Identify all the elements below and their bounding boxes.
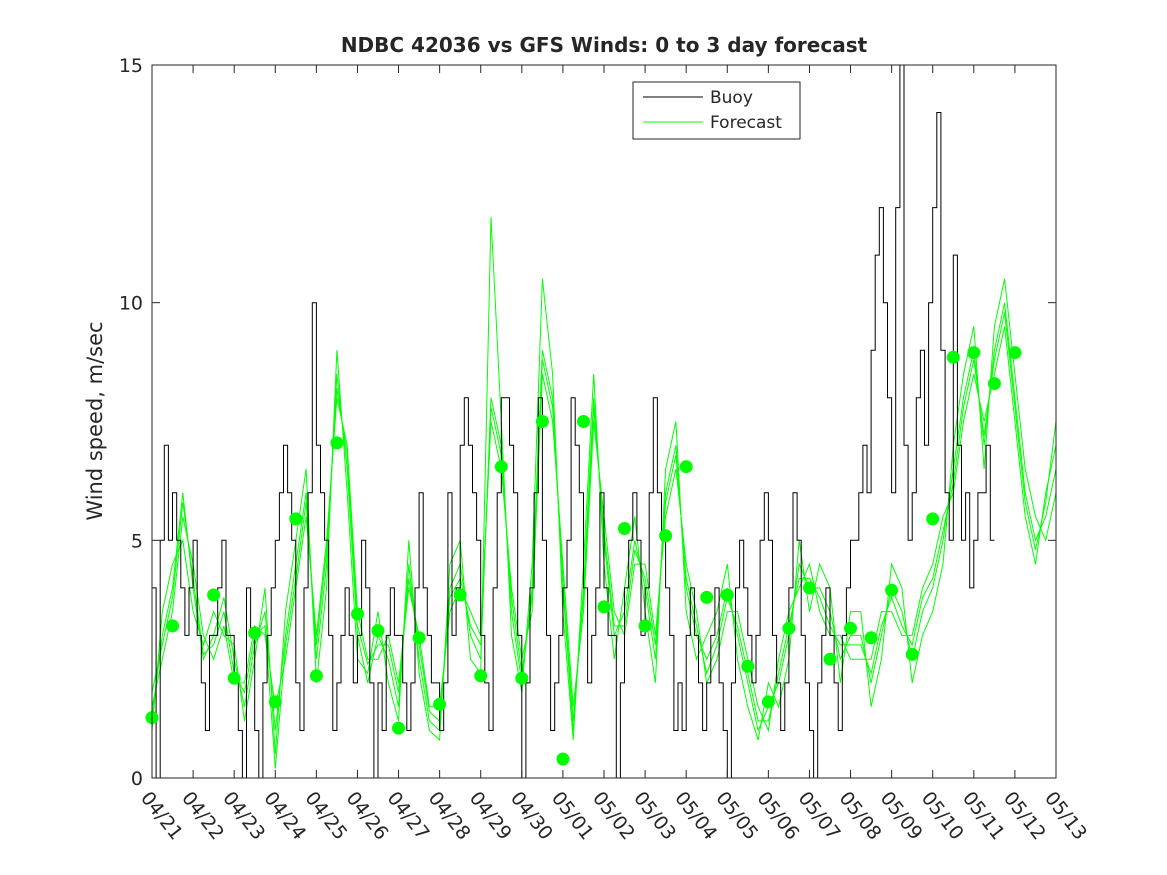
- forecast-marker: [720, 588, 734, 602]
- forecast-marker: [166, 619, 179, 633]
- forecast-marker: [700, 590, 714, 604]
- legend: Buoy Forecast: [632, 81, 801, 140]
- forecast-marker: [967, 346, 981, 360]
- y-axis-label: Wind speed, m/sec: [83, 321, 107, 520]
- forecast-marker: [535, 415, 549, 428]
- forecast-marker: [741, 659, 755, 673]
- x-tick-label: 04/25: [300, 788, 351, 845]
- forecast-marker: [638, 619, 652, 633]
- forecast-marker: [433, 697, 447, 711]
- forecast-marker: [803, 581, 816, 595]
- x-tick-label: 05/08: [835, 788, 886, 845]
- x-tick-label: 05/01: [547, 788, 598, 845]
- x-tick-label: 04/28: [424, 788, 475, 845]
- plot-background: [152, 65, 1056, 778]
- forecast-marker: [577, 415, 590, 428]
- forecast-marker: [659, 529, 673, 543]
- x-tick-label: 04/29: [465, 788, 516, 845]
- forecast-marker: [248, 626, 262, 640]
- y-tick-label: 0: [131, 768, 143, 790]
- series-layer: [151, 64, 1057, 779]
- forecast-marker: [556, 752, 570, 766]
- forecast-marker: [926, 512, 940, 526]
- forecast-marker: [371, 624, 385, 638]
- forecast-marker: [330, 436, 344, 450]
- x-tick-label: 05/02: [588, 788, 639, 845]
- y-axis: 0 5 10 15: [119, 55, 1056, 790]
- y-tick-label: 15: [119, 55, 143, 77]
- y-tick-label: 5: [131, 530, 143, 552]
- forecast-marker: [761, 695, 775, 709]
- x-tick-label: 05/05: [711, 788, 762, 845]
- x-tick-label: 05/09: [876, 788, 927, 845]
- forecast-marker: [618, 522, 631, 535]
- legend-label-forecast: Forecast: [710, 113, 782, 133]
- forecast-marker: [494, 460, 508, 474]
- x-tick-label: 05/04: [670, 788, 721, 845]
- forecast-marker: [351, 607, 364, 621]
- forecast-marker: [987, 377, 1001, 390]
- forecast-marker: [515, 671, 529, 685]
- forecast-marker: [268, 695, 282, 709]
- chart-title: NDBC 42036 vs GFS Winds: 0 to 3 day fore…: [341, 33, 868, 57]
- x-tick-label: 05/06: [752, 788, 803, 845]
- forecast-marker: [946, 350, 960, 364]
- forecast-marker: [207, 588, 221, 602]
- forecast-marker: [1008, 346, 1022, 360]
- legend-label-buoy: Buoy: [710, 88, 753, 108]
- x-tick-label: 04/30: [506, 788, 557, 845]
- x-tick-label: 05/03: [629, 788, 680, 845]
- x-tick-label: 05/07: [794, 788, 845, 845]
- x-tick-label: 04/22: [177, 788, 228, 845]
- legend-box: [632, 81, 801, 140]
- x-tick-label: 04/24: [259, 788, 310, 845]
- forecast-marker: [679, 460, 693, 474]
- forecast-marker: [905, 647, 919, 661]
- y-tick-label: 10: [119, 293, 143, 315]
- x-tick-label: 05/13: [1040, 788, 1091, 845]
- forecast-marker: [309, 669, 323, 683]
- forecast-marker: [289, 512, 303, 526]
- forecast-marker: [885, 583, 899, 597]
- forecast-marker: [227, 671, 241, 685]
- forecast-marker: [597, 600, 611, 614]
- x-tick-label: 05/11: [958, 788, 1009, 845]
- buoy-series-line: [152, 64, 995, 779]
- forecast-marker: [474, 669, 488, 683]
- x-tick-label: 05/10: [917, 788, 968, 845]
- forecast-marker: [864, 631, 878, 645]
- x-tick-label: 04/23: [218, 788, 269, 845]
- x-tick-label: 05/12: [999, 788, 1050, 845]
- forecast-marker: [392, 721, 405, 735]
- x-tick-label: 04/21: [136, 788, 187, 845]
- forecast-marker: [453, 588, 467, 602]
- x-tick-label: 04/27: [383, 788, 434, 845]
- forecast-marker: [782, 621, 796, 635]
- forecast-marker: [412, 631, 426, 645]
- x-tick-label: 04/26: [342, 788, 393, 845]
- forecast-marker: [844, 621, 857, 635]
- forecast-marker: [823, 652, 837, 666]
